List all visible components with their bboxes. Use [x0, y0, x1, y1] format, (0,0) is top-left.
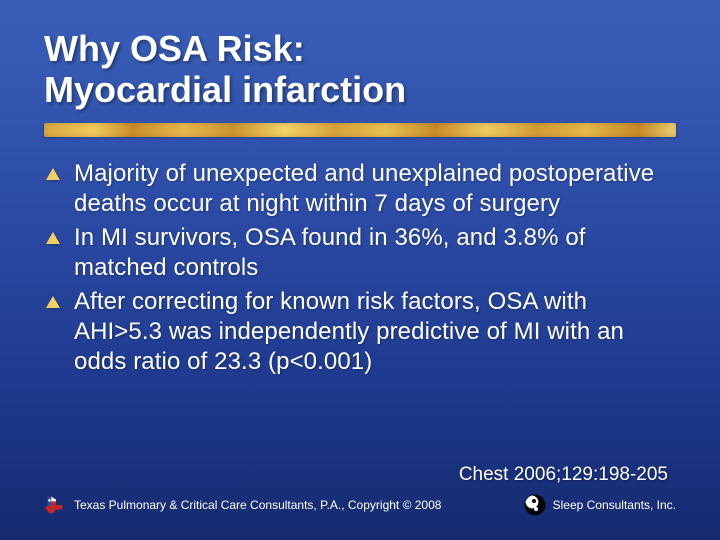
slide-footer: Texas Pulmonary & Critical Care Consulta… [44, 486, 676, 520]
yin-yang-icon [525, 495, 545, 515]
title-line-2: Myocardial infarction [44, 69, 676, 110]
footer-left: Texas Pulmonary & Critical Care Consulta… [44, 494, 441, 516]
slide: Why OSA Risk: Myocardial infarction Majo… [0, 0, 720, 540]
slide-title: Why OSA Risk: Myocardial infarction [44, 28, 676, 111]
bullet-item: After correcting for known risk factors,… [44, 287, 676, 377]
footer-left-text: Texas Pulmonary & Critical Care Consulta… [74, 498, 441, 512]
texas-flag-icon [44, 494, 66, 516]
bullet-item: In MI survivors, OSA found in 36%, and 3… [44, 223, 676, 283]
footer-right-text: Sleep Consultants, Inc. [553, 498, 676, 512]
citation-text: Chest 2006;129:198-205 [44, 464, 676, 486]
title-line-1: Why OSA Risk: [44, 28, 676, 69]
bullet-item: Majority of unexpected and unexplained p… [44, 159, 676, 219]
footer-right: Sleep Consultants, Inc. [525, 495, 676, 515]
title-divider [44, 123, 676, 137]
bullet-list: Majority of unexpected and unexplained p… [44, 159, 676, 460]
